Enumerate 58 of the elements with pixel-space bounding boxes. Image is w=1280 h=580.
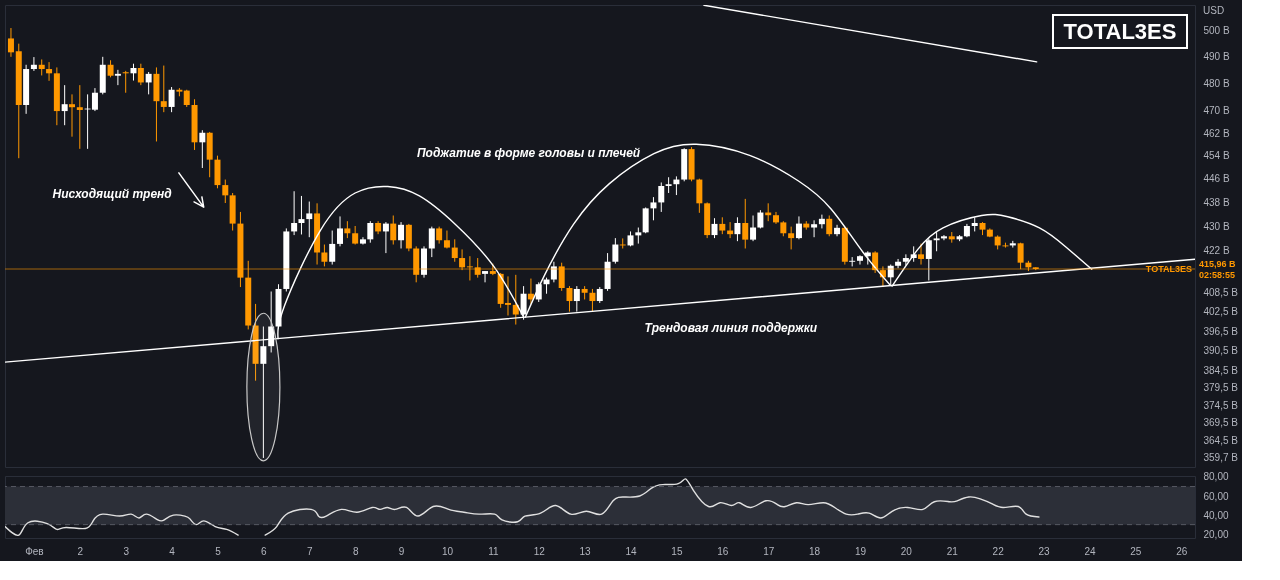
x-tick-label: 11	[488, 545, 499, 557]
y-tick-label: 396,5 B	[1203, 325, 1239, 337]
y-tick-label: 462 B	[1203, 127, 1230, 139]
x-tick-label: 5	[215, 545, 222, 557]
x-tick-label: 23	[1038, 545, 1051, 557]
y-tick-label: 384,5 B	[1203, 365, 1239, 377]
x-tick-label: 14	[625, 545, 638, 557]
x-tick-label: 8	[352, 545, 359, 557]
y-tick-label: 379,5 B	[1203, 382, 1239, 394]
text: TOTAL3ES	[1063, 19, 1177, 44]
x-tick-label: 4	[169, 545, 176, 557]
ref-line-label: TOTAL3ES	[1145, 264, 1192, 275]
x-tick-label: 26	[1176, 545, 1188, 557]
x-tick-label: 22	[992, 545, 1005, 557]
y-tick-label: 390,5 B	[1203, 345, 1239, 357]
x-tick-label: 16	[717, 545, 729, 557]
y-tick-label: 470 B	[1203, 105, 1230, 117]
text: 02:58:55	[1199, 270, 1236, 281]
y-tick-label: 446 B	[1203, 173, 1230, 185]
y-tick-label: 500 B	[1203, 25, 1230, 37]
x-tick-label: 17	[763, 545, 775, 557]
y-tick-label: 430 B	[1203, 220, 1230, 232]
x-tick-label: 13	[579, 545, 592, 557]
y-tick-label: 374,5 B	[1203, 399, 1239, 411]
x-tick-label: 19	[854, 545, 867, 557]
x-tick-label: 12	[533, 545, 546, 557]
y-tick-label: 438 B	[1203, 196, 1230, 208]
y-tick-label: 422 B	[1203, 244, 1230, 256]
y-tick-label: 80,00	[1203, 471, 1229, 483]
x-tick-label: 2	[77, 545, 84, 557]
y-tick-label: 60,00	[1203, 490, 1229, 502]
y-tick-label: 40,00	[1203, 509, 1229, 521]
x-tick-label: 9	[398, 545, 405, 557]
x-tick-label: 25	[1130, 545, 1142, 557]
y-tick-label: 490 B	[1203, 51, 1230, 63]
text: USD	[1203, 5, 1225, 16]
y-tick-label: 402,5 B	[1203, 306, 1239, 318]
text: 415,96 B	[1199, 259, 1237, 270]
annotation: Поджатие в форме головы и плечей	[416, 145, 641, 160]
x-tick-label: 10	[441, 545, 454, 557]
x-tick-label: 6	[261, 545, 268, 557]
x-tick-label: Фев	[25, 545, 44, 557]
annotation: Нисходящий тренд	[52, 187, 172, 202]
y-tick-label: 20,00	[1203, 528, 1229, 540]
x-tick-label: 7	[306, 545, 313, 557]
y-tick-label: 364,5 B	[1203, 434, 1239, 446]
x-tick-label: 15	[671, 545, 683, 557]
x-tick-label: 20	[900, 545, 913, 557]
x-tick-label: 24	[1084, 545, 1096, 557]
y-tick-label: 408,5 B	[1203, 286, 1239, 298]
x-tick-label: 3	[123, 545, 130, 557]
x-tick-label: 21	[946, 545, 959, 557]
x-tick-label: 18	[809, 545, 821, 557]
y-tick-label: 359,7 B	[1203, 451, 1239, 463]
annotation: Трендовая линия поддержки	[644, 321, 818, 336]
y-tick-label: 454 B	[1203, 150, 1230, 162]
y-tick-label: 480 B	[1203, 78, 1230, 90]
y-tick-label: 369,5 B	[1203, 416, 1239, 428]
